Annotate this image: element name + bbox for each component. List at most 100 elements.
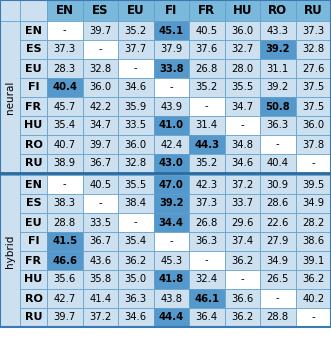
- Bar: [296, 175, 331, 194]
- Text: 36.2: 36.2: [231, 313, 253, 322]
- Bar: [189, 251, 224, 270]
- Bar: [296, 97, 331, 116]
- Text: 34.8: 34.8: [231, 140, 253, 149]
- Bar: [224, 289, 260, 308]
- Bar: [260, 0, 296, 21]
- Text: -: -: [311, 159, 315, 168]
- Text: 36.0: 36.0: [302, 120, 324, 131]
- Bar: [224, 78, 260, 97]
- Text: 45.1: 45.1: [159, 25, 184, 36]
- Text: 40.4: 40.4: [267, 159, 289, 168]
- Text: 50.8: 50.8: [265, 101, 290, 112]
- Bar: [189, 78, 224, 97]
- Bar: [82, 97, 118, 116]
- Bar: [118, 154, 154, 173]
- Bar: [20, 78, 47, 97]
- Text: HU: HU: [232, 4, 252, 17]
- Bar: [47, 59, 82, 78]
- Text: EN: EN: [56, 4, 74, 17]
- Text: 36.2: 36.2: [302, 275, 324, 284]
- Bar: [224, 0, 260, 21]
- Text: EN: EN: [25, 179, 42, 190]
- Bar: [0, 21, 20, 173]
- Bar: [20, 194, 47, 213]
- Bar: [20, 135, 47, 154]
- Bar: [82, 270, 118, 289]
- Bar: [82, 175, 118, 194]
- Text: 31.1: 31.1: [267, 63, 289, 74]
- Bar: [296, 194, 331, 213]
- Text: 35.2: 35.2: [125, 25, 147, 36]
- Text: 36.7: 36.7: [89, 159, 111, 168]
- Text: 40.4: 40.4: [52, 82, 77, 93]
- Bar: [296, 59, 331, 78]
- Text: hybrid: hybrid: [5, 234, 15, 268]
- Bar: [189, 232, 224, 251]
- Text: 34.9: 34.9: [267, 256, 289, 265]
- Text: 43.0: 43.0: [159, 159, 184, 168]
- Bar: [189, 116, 224, 135]
- Bar: [82, 289, 118, 308]
- Text: 22.6: 22.6: [266, 218, 289, 227]
- Text: 37.9: 37.9: [160, 44, 182, 55]
- Bar: [189, 21, 224, 40]
- Text: 47.0: 47.0: [159, 179, 184, 190]
- Text: 44.4: 44.4: [159, 313, 184, 322]
- Bar: [47, 40, 82, 59]
- Bar: [154, 59, 189, 78]
- Bar: [82, 251, 118, 270]
- Bar: [224, 116, 260, 135]
- Bar: [20, 270, 47, 289]
- Bar: [20, 175, 47, 194]
- Text: 35.2: 35.2: [196, 159, 218, 168]
- Text: 32.8: 32.8: [302, 44, 324, 55]
- Text: RU: RU: [304, 4, 323, 17]
- Text: EN: EN: [25, 25, 42, 36]
- Bar: [189, 59, 224, 78]
- Bar: [296, 289, 331, 308]
- Text: ES: ES: [92, 4, 109, 17]
- Bar: [20, 21, 47, 40]
- Text: 42.3: 42.3: [196, 179, 218, 190]
- Bar: [224, 135, 260, 154]
- Text: 36.2: 36.2: [125, 256, 147, 265]
- Text: HU: HU: [24, 120, 43, 131]
- Bar: [20, 232, 47, 251]
- Bar: [47, 135, 82, 154]
- Text: 43.9: 43.9: [160, 101, 182, 112]
- Text: 36.7: 36.7: [89, 237, 111, 246]
- Bar: [154, 116, 189, 135]
- Bar: [0, 175, 20, 327]
- Bar: [82, 154, 118, 173]
- Text: RU: RU: [25, 159, 42, 168]
- Text: FR: FR: [198, 4, 215, 17]
- Bar: [47, 21, 82, 40]
- Text: -: -: [98, 199, 102, 208]
- Bar: [189, 175, 224, 194]
- Text: 34.7: 34.7: [231, 101, 253, 112]
- Text: RO: RO: [24, 140, 42, 149]
- Bar: [224, 194, 260, 213]
- Text: 38.6: 38.6: [302, 237, 324, 246]
- Bar: [154, 21, 189, 40]
- Bar: [118, 289, 154, 308]
- Text: 41.8: 41.8: [159, 275, 184, 284]
- Bar: [82, 194, 118, 213]
- Bar: [82, 232, 118, 251]
- Bar: [224, 40, 260, 59]
- Text: 37.3: 37.3: [54, 44, 76, 55]
- Bar: [189, 135, 224, 154]
- Text: FR: FR: [25, 256, 41, 265]
- Bar: [189, 0, 224, 21]
- Bar: [260, 40, 296, 59]
- Bar: [20, 213, 47, 232]
- Bar: [118, 59, 154, 78]
- Text: 35.5: 35.5: [231, 82, 253, 93]
- Text: -: -: [311, 313, 315, 322]
- Bar: [82, 59, 118, 78]
- Text: 38.3: 38.3: [54, 199, 76, 208]
- Bar: [118, 97, 154, 116]
- Text: 35.6: 35.6: [54, 275, 76, 284]
- Bar: [260, 116, 296, 135]
- Text: 34.7: 34.7: [89, 120, 111, 131]
